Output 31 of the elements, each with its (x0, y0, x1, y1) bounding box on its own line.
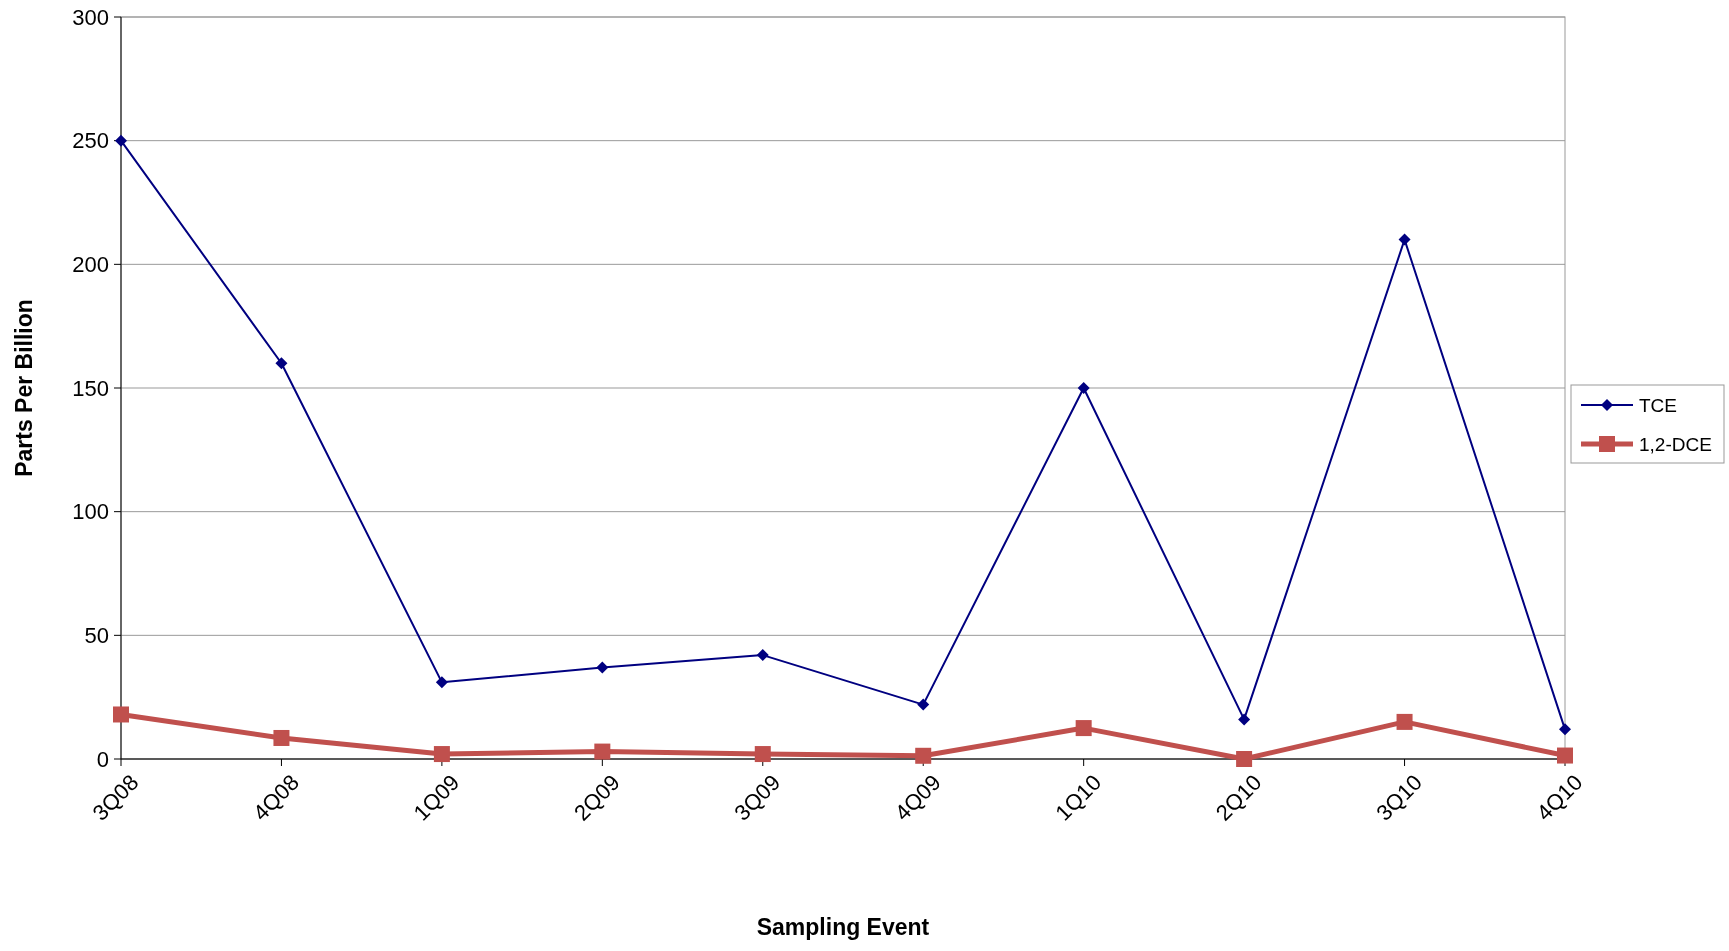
y-tick-label: 0 (96, 746, 109, 772)
point (756, 649, 769, 662)
y-axis-title: Parts Per Billion (11, 299, 37, 477)
point (1238, 713, 1251, 726)
y-tick-label: 150 (72, 375, 109, 401)
point (1559, 723, 1571, 736)
point (275, 357, 288, 370)
point (1077, 382, 1090, 394)
y-tick-label: 100 (72, 499, 109, 525)
point (1075, 720, 1092, 737)
point (273, 729, 290, 746)
x-axis-title: Sampling Event (756, 914, 930, 940)
point (113, 706, 129, 723)
y-tick-label: 300 (72, 4, 109, 30)
y-tick-label: 250 (72, 128, 109, 154)
point (594, 743, 611, 760)
point (917, 698, 930, 711)
point (596, 661, 609, 674)
y-tick-label: 50 (84, 623, 109, 649)
point (433, 746, 450, 763)
legend-label: TCE (1639, 394, 1677, 416)
point (1557, 747, 1573, 764)
point (1396, 713, 1413, 730)
point (1236, 751, 1253, 767)
point (1398, 233, 1411, 246)
point (754, 746, 771, 763)
point (435, 676, 448, 689)
legend-label: 1,2-DCE (1639, 433, 1712, 455)
y-tick-label: 200 (72, 252, 109, 278)
point (915, 747, 932, 764)
point (115, 134, 127, 147)
